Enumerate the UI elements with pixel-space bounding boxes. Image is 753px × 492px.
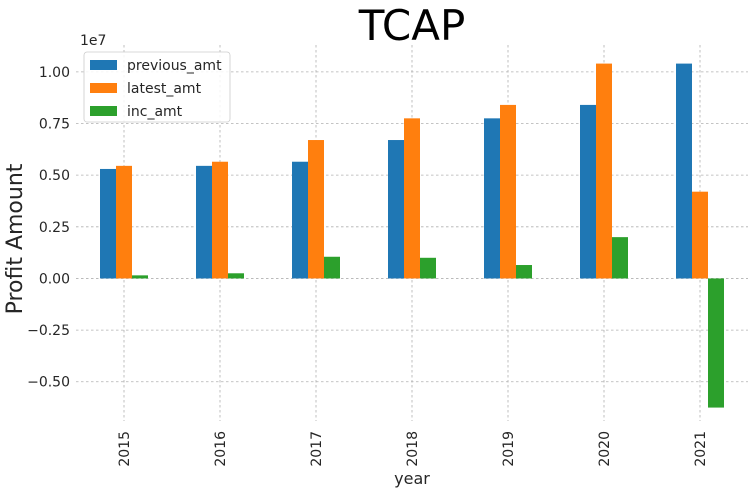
- y-axis-offset: 1e7: [80, 33, 106, 49]
- x-tick-labels: 2015 2016 2017 2018 2019 2020 2021: [117, 431, 709, 467]
- x-tick-label: 2018: [405, 431, 421, 467]
- chart-title: TCAP: [358, 1, 466, 50]
- y-axis-label: Profit Amount: [3, 163, 28, 314]
- y-tick-label: −0.25: [27, 323, 70, 339]
- bar-latest_amt-2018: [404, 118, 420, 279]
- bar-previous_amt-2016: [196, 165, 212, 279]
- bar-latest_amt-2020: [596, 63, 612, 279]
- x-tick-label: 2017: [309, 431, 325, 467]
- bar-latest_amt-2017: [308, 140, 324, 279]
- bar-inc_amt-2021: [708, 278, 724, 408]
- legend-swatch-inc_amt: [90, 106, 117, 116]
- bar-previous_amt-2021: [676, 63, 692, 279]
- bar-latest_amt-2019: [500, 104, 516, 279]
- legend-label-inc_amt: inc_amt: [127, 104, 183, 120]
- y-tick-label: 0.50: [39, 168, 70, 184]
- bars: [100, 63, 724, 408]
- y-tick-label: 1.00: [39, 65, 70, 81]
- legend: previous_amt latest_amt inc_amt: [83, 51, 231, 123]
- legend-swatch-previous_amt: [90, 60, 117, 70]
- legend-label-latest_amt: latest_amt: [127, 81, 202, 97]
- bar-latest_amt-2016: [212, 161, 228, 279]
- bar-previous_amt-2020: [580, 104, 596, 279]
- y-tick-label: 0.00: [39, 271, 70, 287]
- legend-box: [83, 51, 231, 123]
- y-tick-label: 0.25: [39, 220, 70, 236]
- x-tick-label: 2015: [117, 431, 133, 467]
- bar-inc_amt-2017: [324, 256, 340, 279]
- x-tick-label: 2019: [501, 431, 517, 467]
- bar-previous_amt-2019: [484, 118, 500, 279]
- legend-label-previous_amt: previous_amt: [127, 58, 222, 74]
- legend-swatch-latest_amt: [90, 83, 117, 93]
- x-tick-label: 2016: [213, 431, 229, 467]
- x-tick-label: 2020: [597, 431, 613, 467]
- bar-previous_amt-2018: [388, 140, 404, 279]
- bar-inc_amt-2016: [228, 273, 244, 279]
- bar-previous_amt-2015: [100, 168, 116, 279]
- bar-previous_amt-2017: [292, 161, 308, 279]
- bar-inc_amt-2018: [420, 257, 436, 279]
- y-tick-label: 0.75: [39, 117, 70, 133]
- bar-latest_amt-2015: [116, 165, 132, 279]
- x-axis-label: year: [394, 469, 430, 488]
- bar-inc_amt-2020: [612, 237, 628, 279]
- y-tick-label: −0.50: [27, 375, 70, 391]
- y-tick-labels: −0.50 −0.25 0.00 0.25 0.50 0.75 1.00: [27, 65, 70, 391]
- x-tick-label: 2021: [693, 431, 709, 467]
- bar-latest_amt-2021: [692, 191, 708, 279]
- bar-inc_amt-2019: [516, 265, 532, 279]
- bar-inc_amt-2015: [132, 275, 148, 279]
